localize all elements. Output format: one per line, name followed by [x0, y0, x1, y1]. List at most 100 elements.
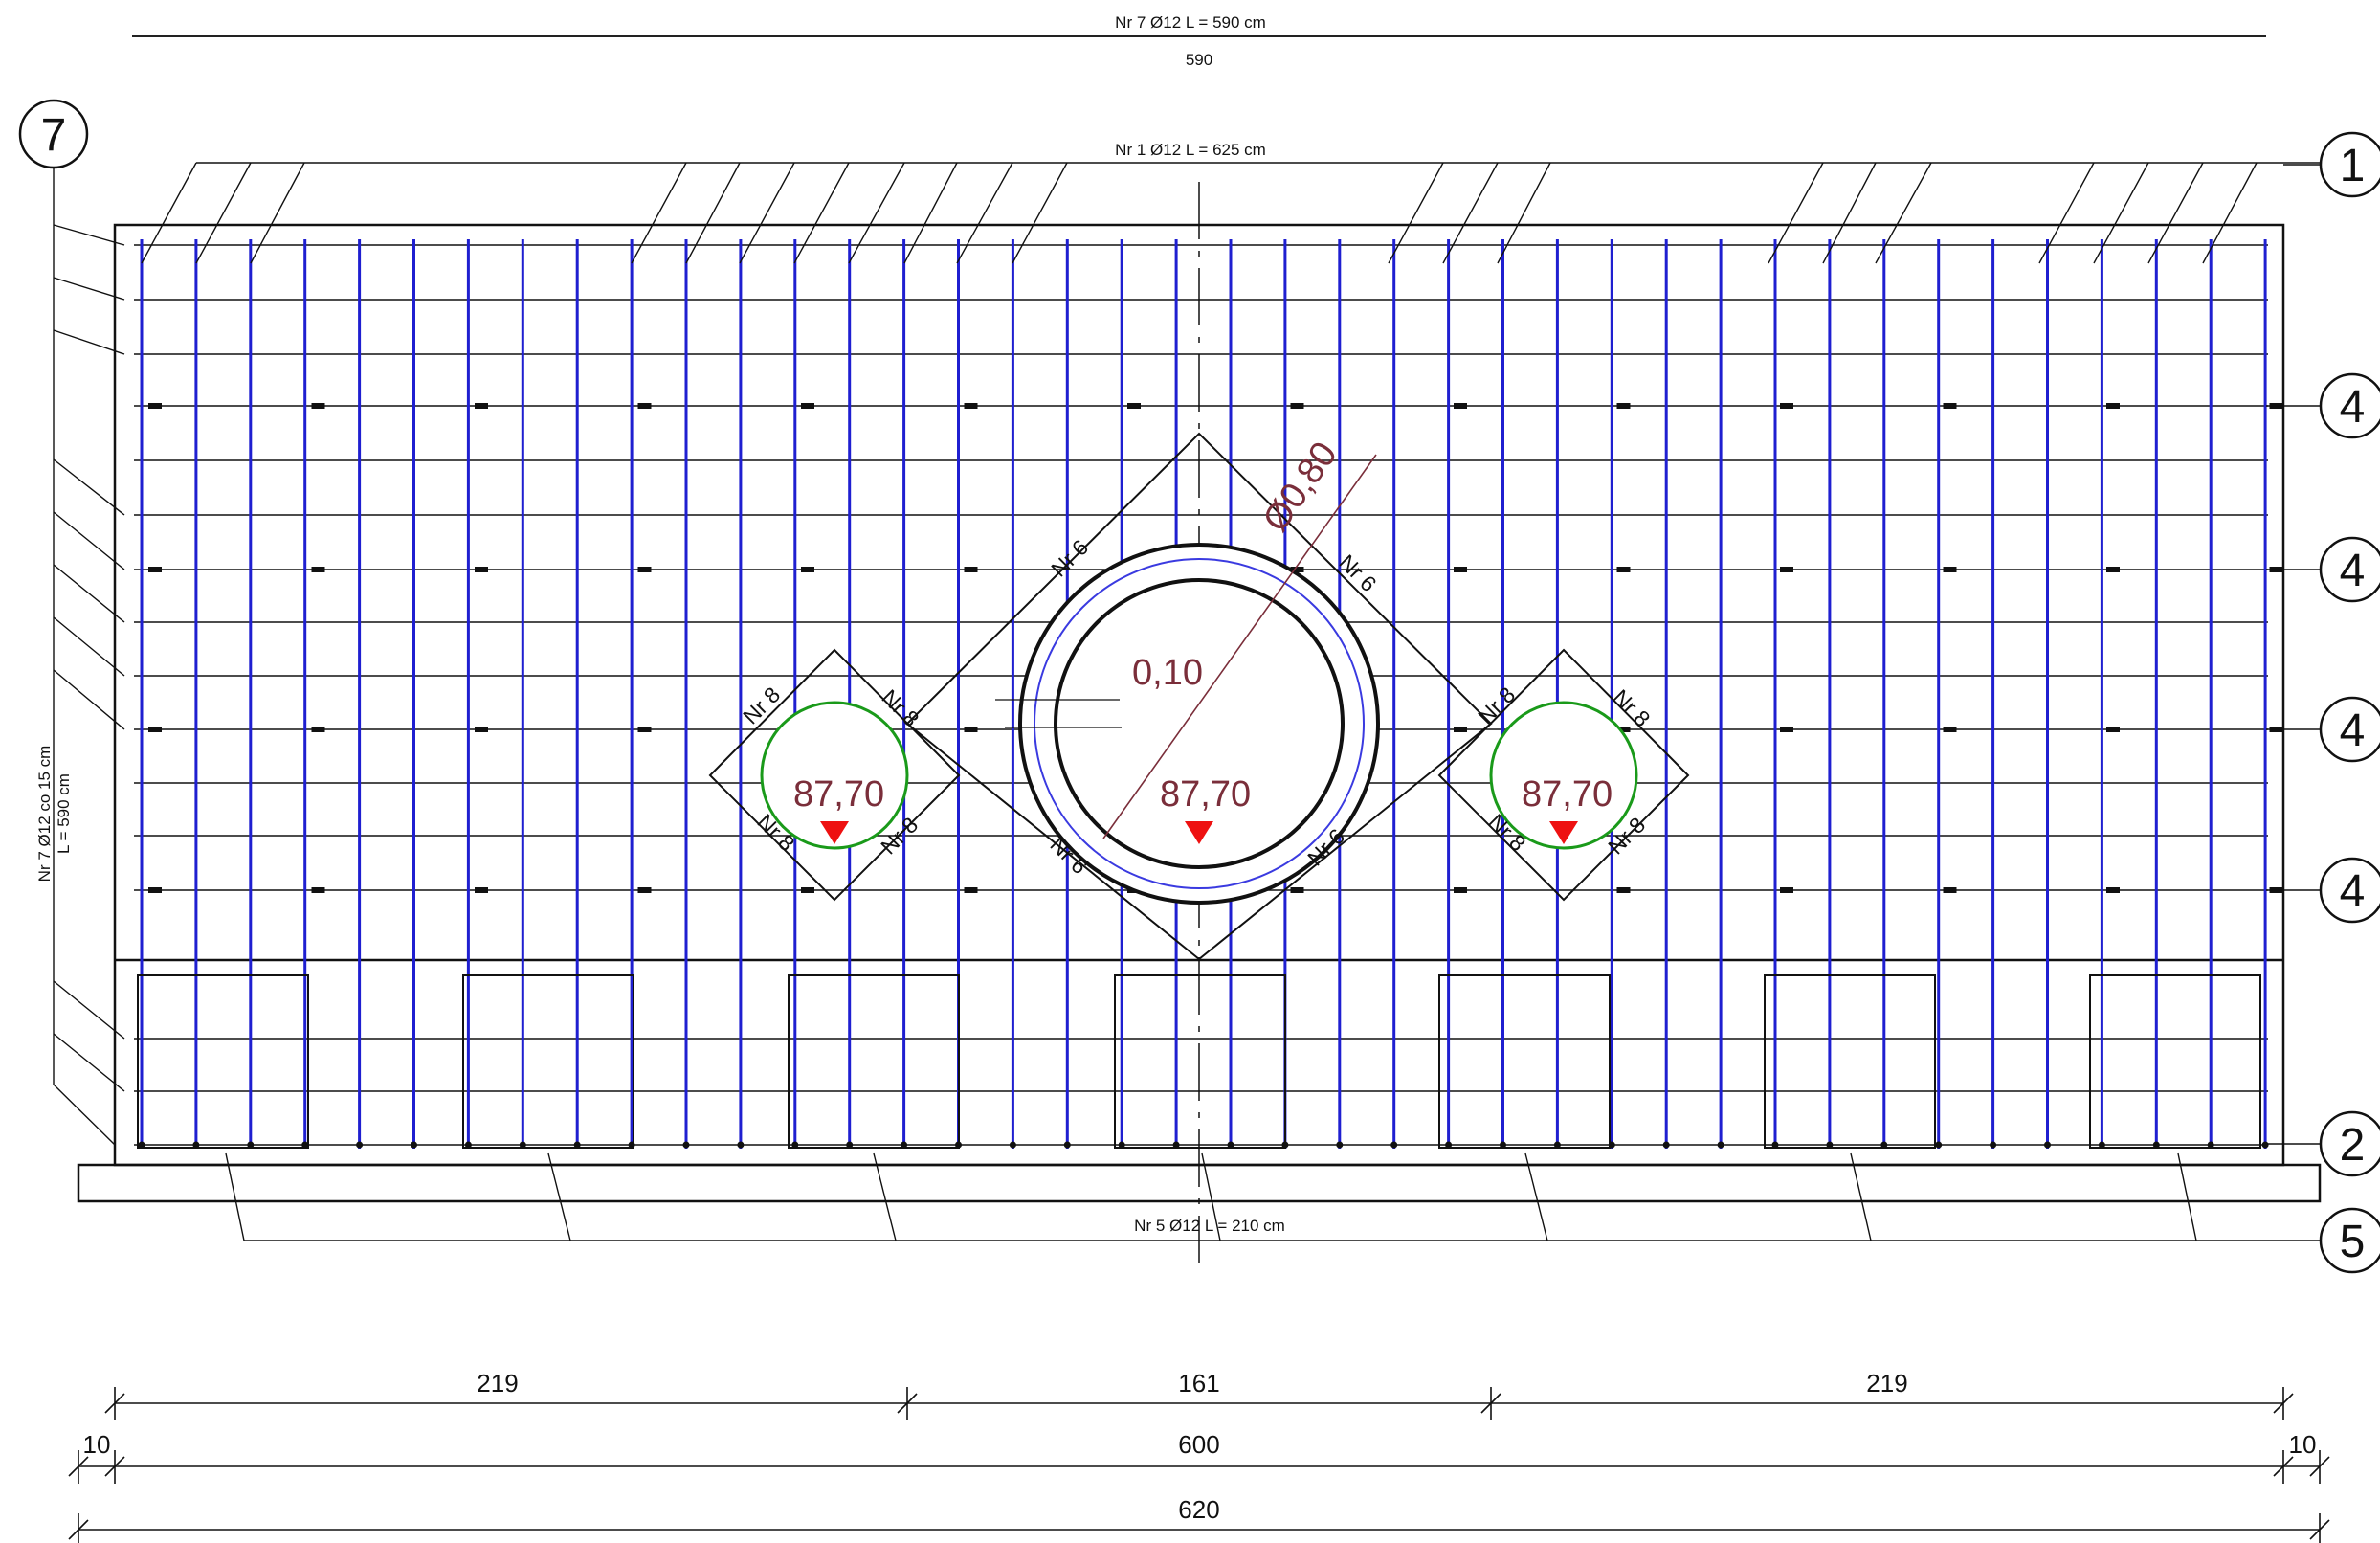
bar-dot	[519, 1141, 526, 1149]
level-marker-left-icon	[820, 821, 849, 844]
bar-tick	[2106, 887, 2120, 893]
leader-7	[53, 564, 125, 623]
bar-tick	[311, 567, 325, 572]
bar-dot	[1009, 1141, 1016, 1149]
leader-1	[1012, 162, 1068, 264]
leader-7	[53, 224, 125, 246]
bar-dot	[791, 1141, 799, 1149]
marker-2: 2	[2266, 1110, 2380, 1177]
bar-tick	[475, 887, 488, 893]
bar-tick	[801, 403, 814, 409]
leader-1	[685, 162, 741, 264]
leader-7	[53, 980, 125, 1040]
footing-stirrups	[137, 974, 2261, 1149]
bar-dot	[1390, 1141, 1398, 1149]
bar-tick	[1780, 727, 1793, 732]
bar-tick	[1454, 887, 1467, 893]
leader-7	[53, 458, 125, 516]
top-rebar-detail: Nr 7 Ø12 L = 590 cm 590	[132, 13, 2266, 69]
svg-text:7: 7	[41, 110, 67, 161]
leader-7	[53, 277, 125, 301]
bar-dot	[1063, 1141, 1071, 1149]
side-rebar-line2: L = 590 cm	[55, 773, 73, 854]
bar-tick	[1454, 403, 1467, 409]
bar-tick	[1780, 403, 1793, 409]
bar-tick	[1943, 567, 1957, 572]
dim-left-segment: 219	[477, 1369, 518, 1398]
bar-tick	[1290, 567, 1304, 572]
leader-7	[53, 329, 125, 355]
bar-dot	[1990, 1141, 1997, 1149]
leader-1	[2038, 162, 2095, 264]
bar-tick	[964, 887, 978, 893]
trim-label-nw: Nr 6	[1046, 534, 1093, 581]
bar-tick	[1454, 727, 1467, 732]
level-right: 87,70	[1522, 774, 1613, 815]
leader-1	[1388, 162, 1444, 264]
bar-dot	[1445, 1141, 1453, 1149]
dim-right-segment: 219	[1866, 1369, 1907, 1398]
wall-thickness-label: 0,10	[1132, 653, 1203, 693]
bar-dot	[411, 1141, 417, 1149]
leader-lines	[53, 162, 2322, 1146]
bar-tick	[1943, 727, 1957, 732]
small-opening-left: 87,70 Nr 8 Nr 8 Nr 8 Nr 8	[708, 648, 961, 902]
svg-text:1: 1	[2340, 141, 2366, 191]
dim-total-width: 620	[1178, 1495, 1219, 1524]
bar-tick	[1454, 567, 1467, 572]
bar-tick	[2106, 567, 2120, 572]
rebar-5-label: Nr 5 Ø12 L = 210 cm	[1134, 1217, 1285, 1235]
dim-middle-segment: 161	[1178, 1369, 1219, 1398]
bar-tick	[311, 403, 325, 409]
leader-7	[53, 616, 125, 677]
bar-tick	[801, 567, 814, 572]
dim-left-edge: 10	[83, 1430, 111, 1459]
small-opening-right: 87,70 Nr 8 Nr 8 Nr 8 Nr 8	[1437, 648, 1690, 902]
bar-tick	[637, 887, 652, 893]
leader-7	[53, 669, 125, 730]
leader-1	[903, 162, 958, 264]
marker-1: 1	[2283, 131, 2380, 198]
level-marker-right-icon	[1549, 821, 1578, 844]
marker-4: 4	[2266, 857, 2380, 924]
leader-1	[2147, 162, 2204, 264]
svg-text:4: 4	[2340, 382, 2366, 433]
bar-tick	[148, 727, 162, 732]
side-rebar-label: Nr 7 Ø12 co 15 cm L = 590 cm	[35, 746, 73, 883]
bar-dot	[2207, 1141, 2214, 1149]
leader-7	[53, 1033, 125, 1092]
leader-1	[1442, 162, 1499, 264]
svg-text:4: 4	[2340, 705, 2366, 756]
bar-tick	[1616, 567, 1631, 572]
svg-text:5: 5	[2340, 1217, 2366, 1267]
bar-tick	[637, 403, 652, 409]
bar-dot	[1826, 1141, 1834, 1149]
bar-dot	[2261, 1141, 2269, 1149]
stirrup-box	[462, 974, 634, 1149]
bar-tick	[1943, 403, 1957, 409]
stirrup-box	[788, 974, 960, 1149]
bar-tick	[964, 567, 978, 572]
bar-dot	[1227, 1141, 1234, 1149]
bar-dot	[1717, 1141, 1724, 1149]
leader-1	[1875, 162, 1932, 264]
bar-tick	[637, 727, 652, 732]
leader-1	[631, 162, 687, 264]
leader-1	[739, 162, 795, 264]
bar-tick	[964, 403, 978, 409]
trim-label-left-nw: Nr 8	[738, 682, 785, 728]
bar-dot	[247, 1141, 255, 1149]
bar-tick	[475, 727, 488, 732]
svg-text:4: 4	[2340, 546, 2366, 596]
stirrup-box	[1438, 974, 1611, 1149]
level-marker-main-icon	[1185, 821, 1213, 844]
bar-dot	[901, 1141, 908, 1149]
bar-dot	[1662, 1141, 1670, 1149]
stirrup-box	[2089, 974, 2261, 1149]
bar-tick	[1943, 887, 1957, 893]
bar-dot	[682, 1141, 690, 1149]
top-rebar-label: Nr 7 Ø12 L = 590 cm	[1115, 13, 1266, 32]
leader-7	[53, 511, 125, 570]
bar-tick	[964, 727, 978, 732]
